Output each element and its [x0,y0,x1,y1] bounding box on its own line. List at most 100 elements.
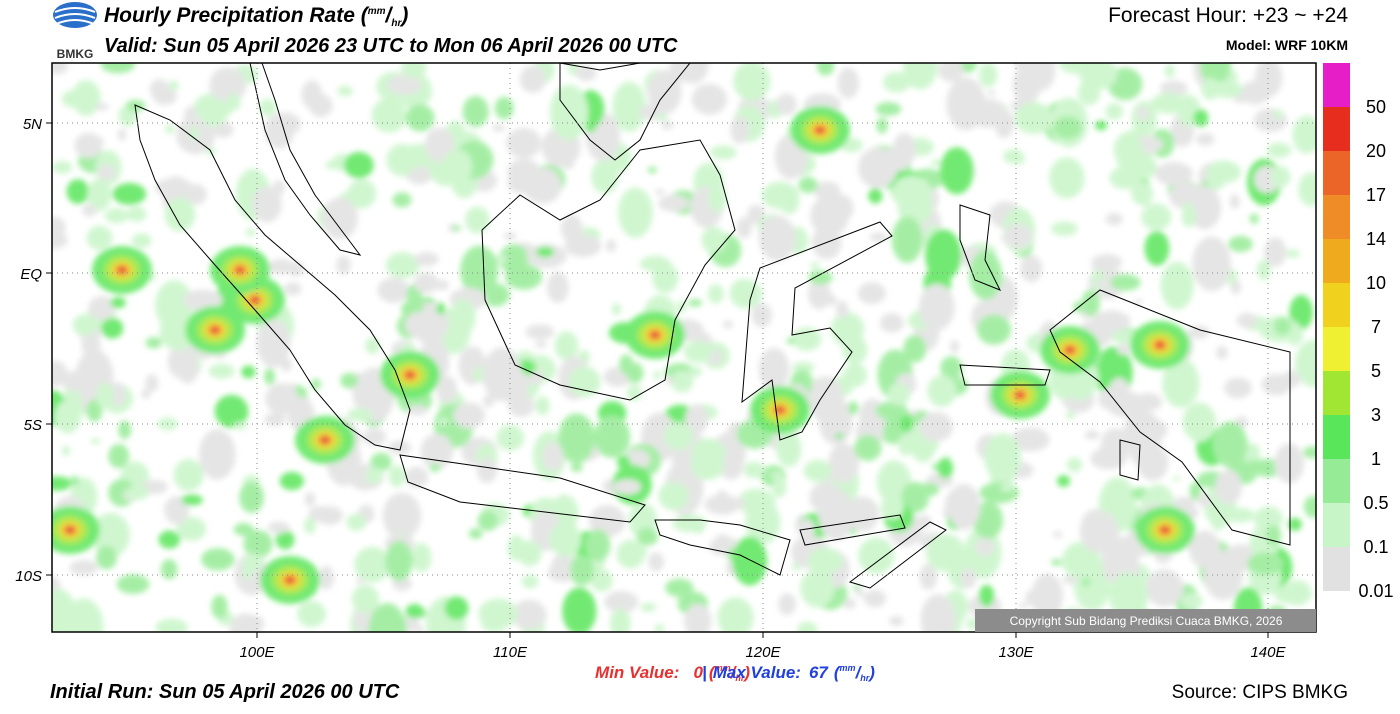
rain-cell [685,404,709,435]
rain-cell [110,297,126,309]
rain-cell [160,312,190,341]
unit-part: ) [867,663,875,682]
rain-cell [511,599,547,630]
rain-cell [239,481,265,514]
rain-cell [1084,430,1100,440]
rain-cell [118,420,132,440]
rain-cell [744,500,781,545]
rain-cell [308,505,336,522]
rain-cell [546,271,569,303]
unit-part: ( [361,4,370,27]
rain-cell [496,424,525,451]
rain-cell [847,401,859,415]
rain-cell [791,327,822,351]
unit-part: ( [834,663,842,682]
rain-cell [803,459,832,482]
max-value: | Max Value: 67 (mm/hr) [702,663,875,683]
rain-cell [201,548,235,571]
rain-cell [1014,101,1053,135]
rain-cell [1087,583,1101,601]
rain-cell [407,405,428,416]
rain-cell [542,442,564,471]
rain-cell [863,592,875,600]
rain-cell [503,232,517,240]
rain-cell [414,252,439,267]
rain-cell [568,366,601,398]
rain-cell [226,93,241,111]
rain-cell [1111,330,1138,344]
rain-cell [1286,249,1300,258]
rain-cell [371,98,407,133]
rain-cell [919,412,953,442]
rain-cell [535,396,550,416]
rain-cell [902,63,938,90]
colorbar-box [1323,195,1350,239]
rain-cell [564,234,602,258]
rain-cell [605,239,617,253]
rain-cell [436,375,458,404]
rain-cell [517,540,542,567]
rain-cell [186,183,207,205]
rain-cell [91,512,130,558]
rain-cell [308,93,333,118]
rain-core [319,435,331,445]
rain-cell [1253,506,1284,532]
rain-cell [1203,551,1244,600]
rain-cell [718,451,744,480]
rain-cell [636,527,659,546]
rain-cell [1025,588,1047,607]
rain-cell [1181,207,1197,228]
rain-cell [1053,116,1083,140]
rain-cell [1226,507,1255,523]
bali-lombok [654,519,791,576]
rain-cell [72,314,98,336]
rain-cell [671,469,687,484]
rain-cell [69,475,80,487]
colorbar-label: 0.1 [1363,537,1388,557]
rain-cell [1065,413,1076,419]
rain-cell [275,529,295,550]
rain-cell [346,408,373,422]
rain-cell [392,192,412,208]
rain-cell [1117,343,1131,356]
rain-cell [164,197,196,232]
rain-cell [818,488,855,541]
rain-cell [664,377,674,385]
rain-cell [210,441,222,453]
rain-cell [624,449,651,470]
rain-cell [807,277,831,310]
rain-cell [656,114,668,121]
rain-cell [869,232,888,242]
malay-peninsula [249,63,362,256]
rain-cell [267,521,290,534]
rain-cell [617,187,653,238]
rain-cell [1197,493,1211,508]
rain-cell [52,231,68,249]
rain-cell [1079,510,1119,553]
colorbar-box [1323,283,1350,327]
rain-cell [809,376,844,424]
min-number: 0 [693,663,703,682]
rain-cell [66,179,90,204]
rain-cell [939,147,974,195]
rain-cell [879,313,904,333]
rain-cell [1129,440,1147,465]
colorbar-label: 17 [1366,185,1386,205]
rain-cell [377,277,410,303]
rain-cell [478,598,518,629]
rain-cell [351,584,380,614]
logo: BMKG [53,2,97,61]
rain-cell [1284,580,1312,606]
rain-cell [1193,109,1209,127]
rain-cell [460,245,499,297]
colorbar-box [1323,63,1350,107]
rain-cell [1061,541,1101,579]
rain-cell [730,115,750,144]
rain-cell [617,543,648,561]
colorbar-label: 3 [1371,405,1381,425]
lon-label: 110E [493,644,528,661]
rain-cell [245,228,256,237]
rain-cell [452,225,461,232]
rain-cell [825,294,837,306]
